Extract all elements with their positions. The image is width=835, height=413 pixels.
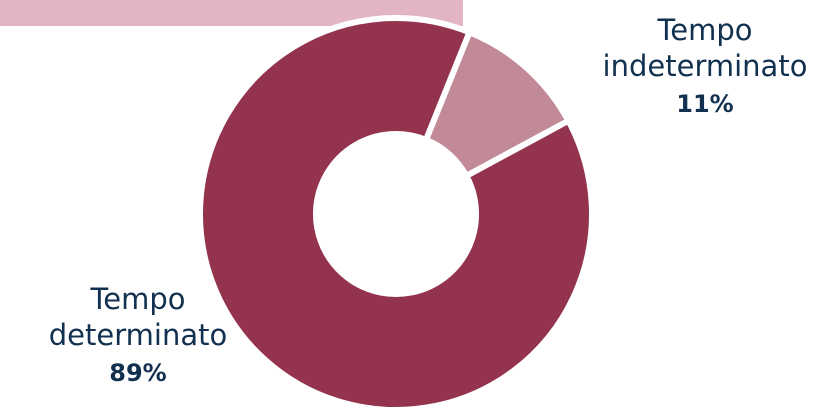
slice-label-value: 11% bbox=[676, 89, 734, 118]
slice-label-tempo-indeterminato: Tempo indeterminato 11% bbox=[580, 12, 830, 119]
slice-label-name-line-1: Tempo bbox=[90, 282, 186, 316]
slice-label-tempo-determinato: Tempo determinato 89% bbox=[18, 281, 258, 388]
slice-label-value: 89% bbox=[109, 358, 167, 387]
slice-label-name-line-1: Tempo bbox=[657, 13, 753, 47]
slice-label-name-line-2: indeterminato bbox=[602, 49, 808, 84]
donut-slice-tempo-determinato bbox=[197, 15, 595, 413]
slice-label-name-line-2: determinato bbox=[48, 318, 228, 353]
